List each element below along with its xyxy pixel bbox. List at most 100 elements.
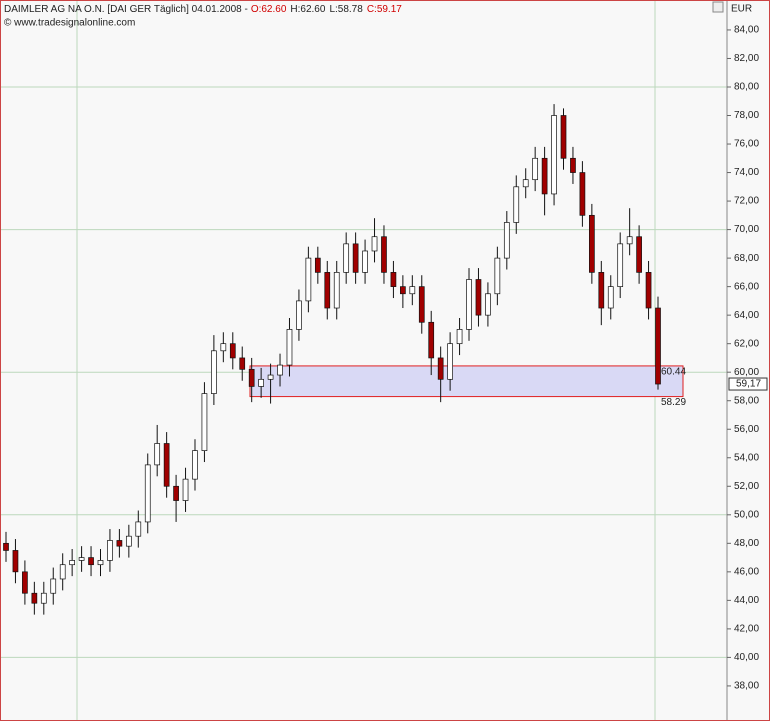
- unit: EUR: [731, 4, 752, 15]
- candle-body: [626, 236, 633, 245]
- candle-body: [211, 350, 217, 394]
- y-tick-label: 78,00: [734, 110, 759, 121]
- y-tick-label: 74,00: [734, 167, 759, 178]
- candle-body: [163, 443, 170, 487]
- candle-body: [456, 329, 463, 345]
- candle-body: [229, 343, 236, 359]
- y-tick-label: 72,00: [734, 196, 759, 207]
- y-tick-label: 40,00: [734, 652, 759, 663]
- candle-body: [40, 592, 47, 604]
- candle-body: [50, 578, 57, 594]
- candle-body: [655, 307, 661, 385]
- support-zone: [249, 365, 684, 398]
- candle-body: [343, 243, 350, 273]
- candle-body: [135, 521, 142, 537]
- candle-body: [107, 540, 113, 561]
- candle-body: [154, 443, 161, 466]
- candle-body: [551, 115, 557, 195]
- candle-body: [314, 257, 321, 273]
- plot-background: [0, 0, 727, 721]
- candle-body: [220, 343, 227, 352]
- y-tick-label: 48,00: [734, 538, 759, 549]
- candle-body: [97, 560, 104, 566]
- candle-body: [541, 157, 548, 195]
- candle-body: [22, 571, 28, 594]
- candle-body: [617, 243, 624, 287]
- candle-body: [381, 236, 387, 273]
- y-tick-label: 52,00: [734, 481, 759, 492]
- candle-body: [400, 286, 406, 295]
- candle-body: [88, 557, 94, 566]
- y-tick-label: 76,00: [734, 139, 759, 150]
- candle-body: [267, 374, 274, 380]
- low-label: L:58.78: [329, 4, 363, 15]
- candle-body: [69, 560, 75, 566]
- candle-body: [352, 243, 359, 273]
- candle-body: [418, 286, 425, 323]
- candle-body: [31, 592, 38, 604]
- y-tick-label: 50,00: [734, 509, 759, 520]
- candle-body: [409, 286, 416, 295]
- y-tick-label: 38,00: [734, 681, 759, 692]
- y-axis: 38,00 40,00 42,00 44,00 46,00 48,00 50,00 52,00…: [727, 25, 768, 692]
- instrument: DAIMLER AG NA O.N. [DAI GER Täglich] 04.…: [4, 4, 248, 15]
- candle-body: [333, 272, 340, 309]
- candle-body: [570, 157, 576, 173]
- candle-body: [607, 286, 614, 309]
- header-line: DAIMLER AG NA O.N. [DAI GER Täglich] 04.…: [4, 4, 402, 15]
- candle-body: [286, 329, 293, 366]
- last-price-label: 59,17: [736, 379, 761, 390]
- candle-body: [324, 272, 331, 309]
- candle-body: [305, 257, 312, 302]
- y-tick-label: 80,00: [734, 82, 759, 93]
- candle-body: [428, 321, 435, 359]
- candle-body: [371, 236, 378, 252]
- source: © www.tradesignalonline.com: [4, 18, 135, 29]
- y-tick-label: 60,00: [734, 367, 759, 378]
- candle-body: [296, 300, 302, 330]
- y-tick-label: 54,00: [734, 452, 759, 463]
- candle-body: [192, 450, 198, 480]
- y-tick-label: 58,00: [734, 395, 759, 406]
- y-tick-label: 64,00: [734, 310, 759, 321]
- y-tick-label: 42,00: [734, 624, 759, 635]
- candle-body: [589, 214, 595, 273]
- candle-body: [437, 357, 444, 380]
- close-label: C:59.17: [367, 4, 402, 15]
- candle-body: [12, 550, 19, 573]
- candle-body: [560, 115, 567, 159]
- candle-body: [645, 272, 652, 309]
- y-tick-label: 66,00: [734, 281, 759, 292]
- candle-body: [277, 364, 283, 376]
- candle-body: [503, 222, 510, 259]
- y-tick-label: 56,00: [734, 424, 759, 435]
- candle-body: [125, 535, 132, 547]
- candle-body: [494, 257, 501, 295]
- candle-body: [466, 279, 472, 330]
- candle-body: [522, 179, 529, 188]
- candle-body: [390, 272, 397, 287]
- zone-high-label: 60.44: [661, 367, 686, 378]
- y-tick-label: 82,00: [734, 53, 759, 64]
- candle-body: [248, 368, 255, 387]
- candle-body: [362, 250, 368, 273]
- candle-body: [3, 542, 9, 551]
- candle-body: [59, 564, 66, 580]
- candle-body: [532, 157, 539, 181]
- y-tick-label: 70,00: [734, 224, 759, 235]
- close-button[interactable]: [712, 1, 724, 13]
- zone-low-label: 58.29: [661, 397, 686, 408]
- candle-body: [182, 478, 189, 501]
- candle-body: [116, 540, 123, 547]
- candle-body: [513, 186, 520, 223]
- high-label: H:62.60: [290, 4, 325, 15]
- candle-body: [144, 464, 151, 523]
- candle-body: [258, 378, 264, 387]
- y-tick-label: 62,00: [734, 338, 759, 349]
- candle-body: [173, 485, 179, 501]
- y-tick-label: 44,00: [734, 595, 759, 606]
- candle-body: [78, 557, 85, 561]
- axis-background: [727, 0, 770, 721]
